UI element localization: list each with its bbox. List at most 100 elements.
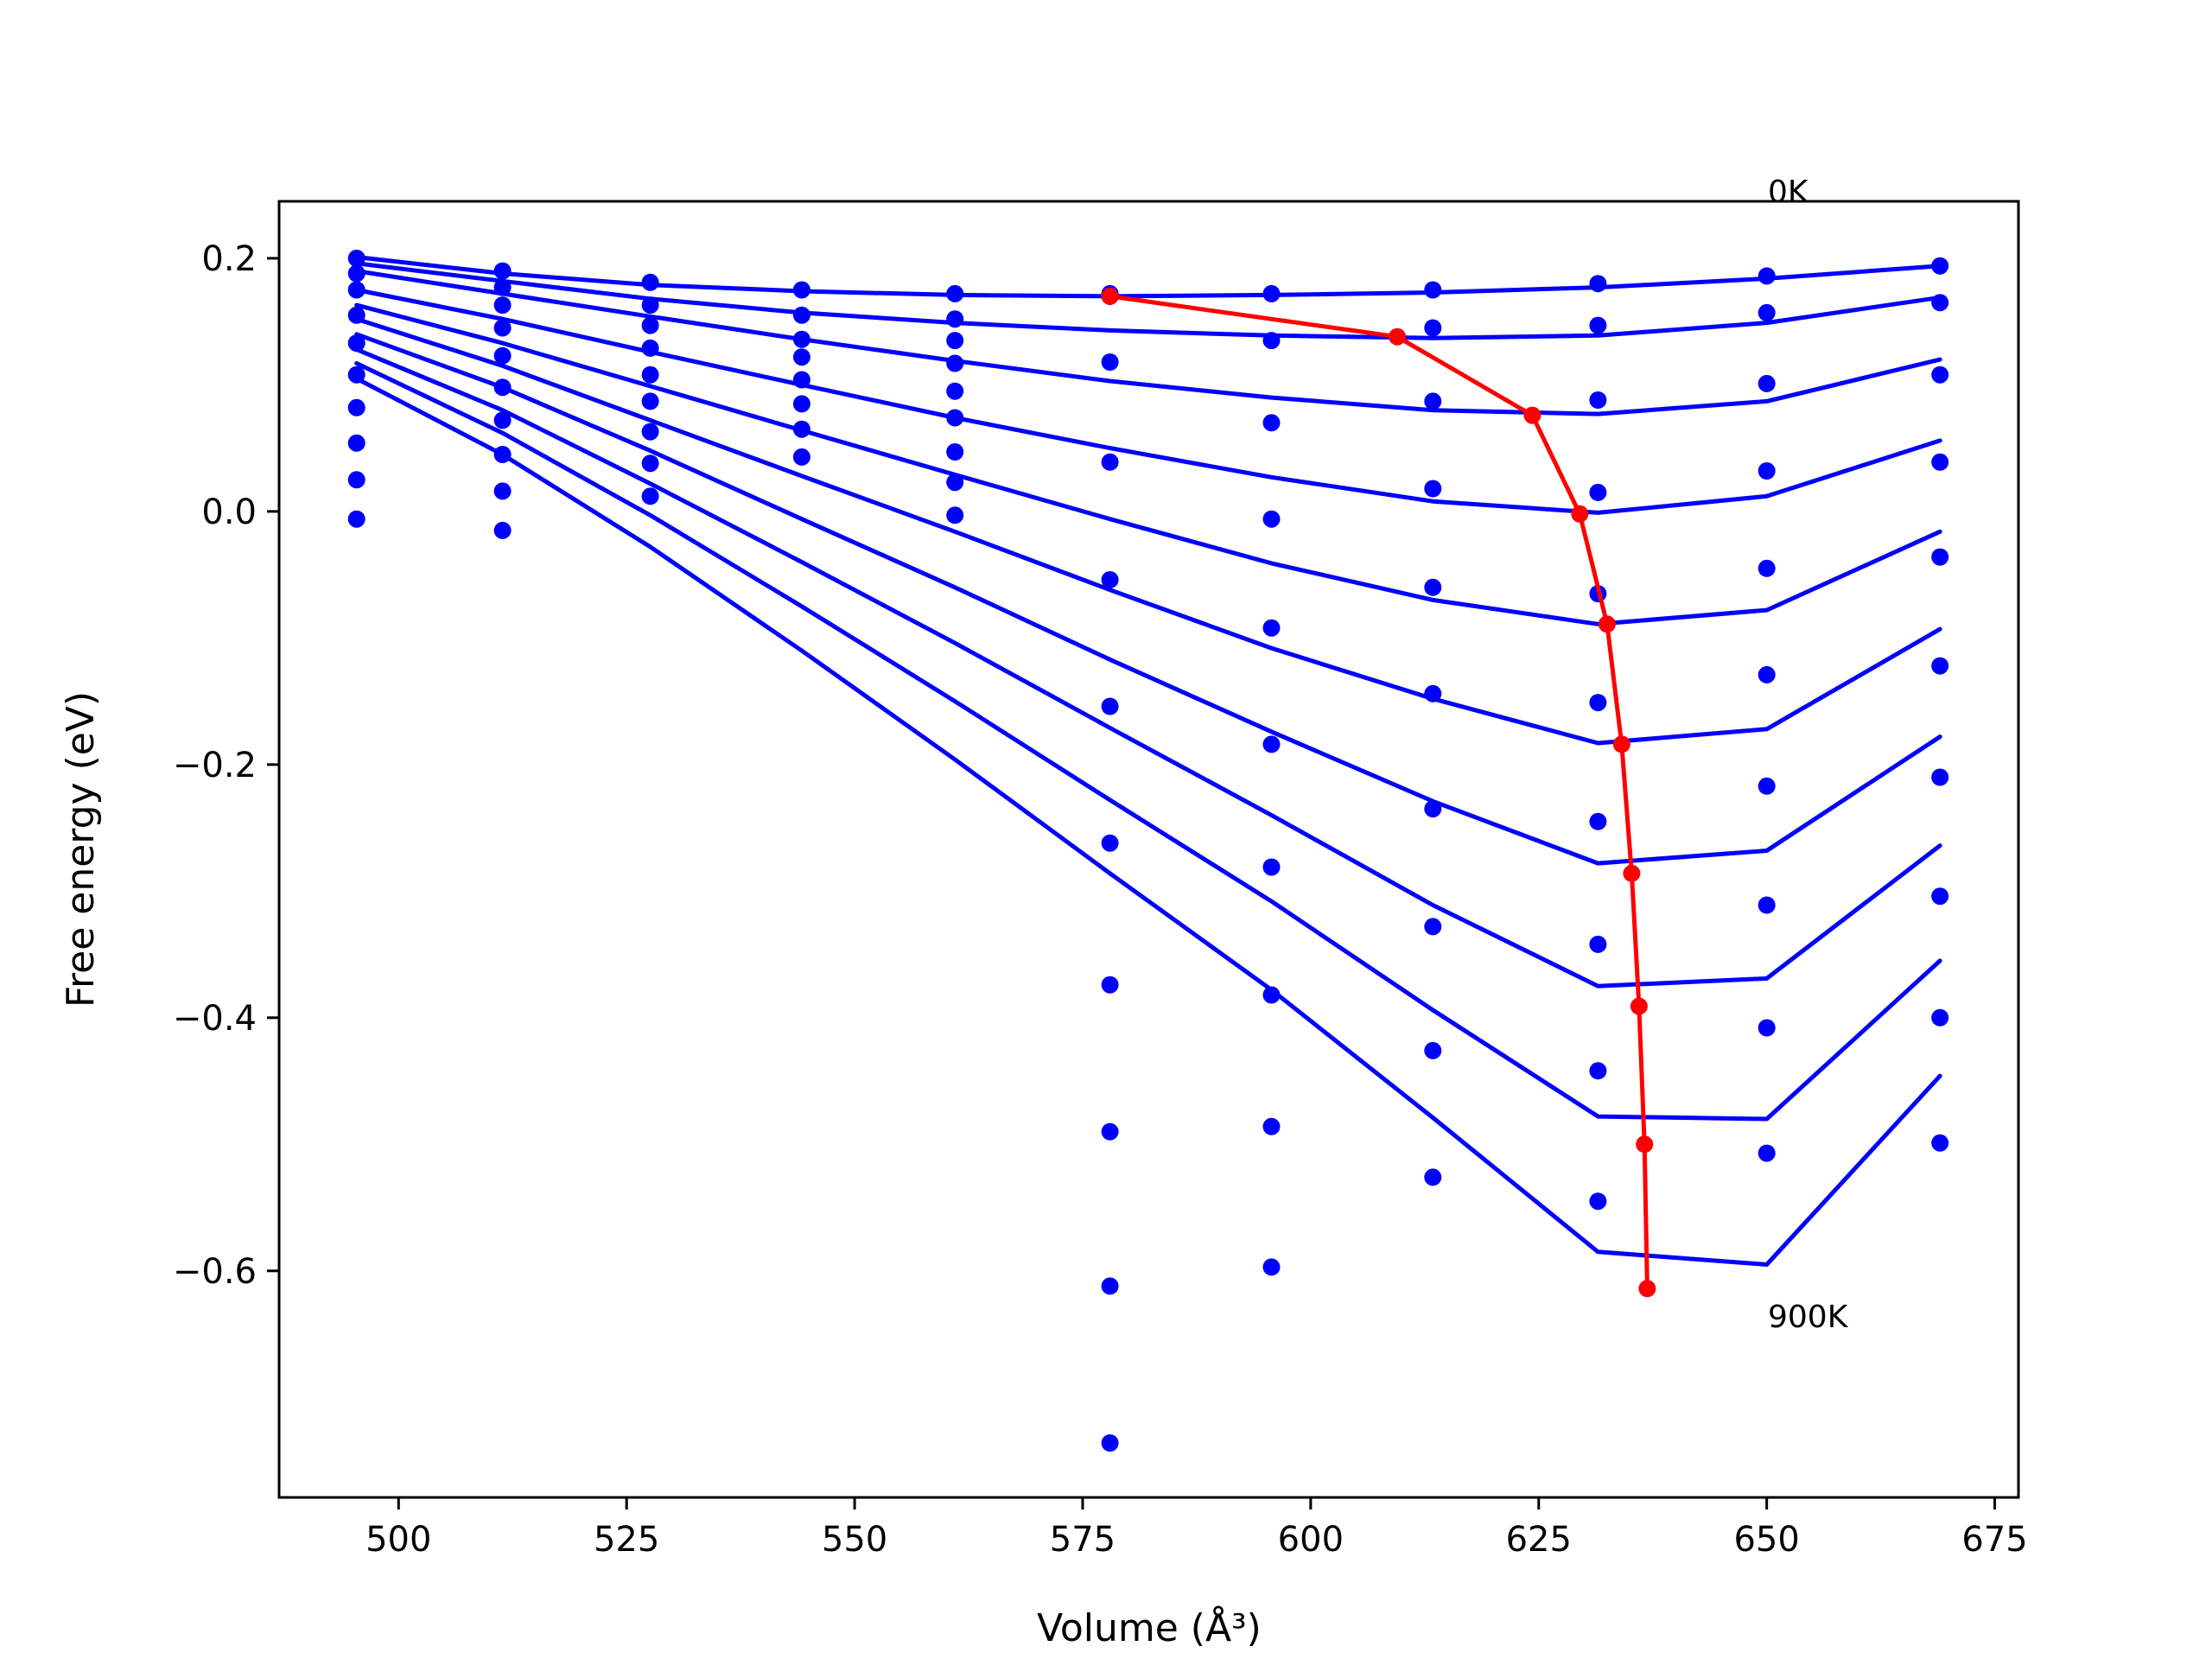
y-axis-label: Free energy (eV)	[59, 691, 103, 1007]
data-point-s5-1	[493, 378, 512, 397]
data-point-s8-7	[1424, 1041, 1442, 1059]
data-point-s3-8	[1589, 483, 1607, 501]
data-point-s3-2	[641, 339, 659, 357]
data-point-s4-5	[1101, 571, 1119, 588]
data-point-s5-5	[1101, 697, 1119, 715]
data-point-s1-9	[1758, 303, 1776, 321]
x-tick-label-1: 525	[594, 1520, 659, 1560]
data-point-s7-0	[347, 434, 365, 452]
x-tick-label-3: 575	[1050, 1520, 1116, 1560]
annotation-900k: 900K	[1768, 1300, 1849, 1335]
minimum-path-line	[1109, 294, 1649, 1289]
data-point-s3-5	[1101, 453, 1119, 471]
data-point-s7-7	[1424, 918, 1442, 936]
data-point-s4-4	[946, 382, 964, 400]
data-point-s2-3	[792, 330, 810, 348]
data-point-s0-0	[347, 249, 365, 267]
data-point-s2-1	[493, 296, 512, 315]
data-point-s3-4	[946, 354, 964, 372]
fit-curve-8	[354, 361, 1942, 1122]
minimum-path-point-4	[1598, 615, 1616, 633]
data-point-s9-9	[1758, 1144, 1776, 1162]
data-point-s3-7	[1424, 480, 1442, 498]
data-point-s9-0	[347, 510, 365, 528]
data-point-s5-8	[1589, 694, 1607, 712]
x-tick-label-0: 500	[365, 1520, 431, 1560]
data-point-s7-10	[1931, 887, 1949, 906]
data-point-s5-0	[347, 365, 365, 384]
data-point-s7-9	[1758, 896, 1776, 914]
y-tick-label-3: 0.0	[201, 493, 257, 532]
data-point-s2-9	[1758, 374, 1776, 392]
x-tick-label-4: 600	[1278, 1520, 1344, 1560]
data-point-s5-4	[946, 409, 964, 427]
data-point-s0-2	[641, 273, 659, 291]
data-point-s7-6	[1262, 986, 1281, 1004]
data-point-s5-6	[1262, 735, 1281, 753]
data-point-s2-4	[946, 332, 964, 350]
data-point-s9-8	[1589, 1192, 1607, 1211]
data-point-s6-7	[1424, 800, 1442, 818]
data-point-s8-10	[1931, 1008, 1949, 1027]
data-point-s3-0	[347, 306, 365, 324]
data-point-s3-10	[1931, 453, 1949, 471]
fit-curve-9	[354, 376, 1942, 1267]
data-point-s5-3	[792, 395, 810, 413]
y-tick-label-1: −0.4	[173, 999, 257, 1039]
fit-curve-2	[354, 269, 1942, 416]
data-point-s6-0	[347, 398, 365, 416]
fit-curve-5	[354, 316, 1942, 746]
axes-layer: 500 525 550 575 600 625 650 675 −0.6 −0.4 −0.2 0.0 0…	[173, 239, 2028, 1560]
data-point-s5-10	[1931, 657, 1949, 675]
data-point-s6-6	[1262, 858, 1281, 876]
data-point-s2-2	[641, 316, 659, 334]
data-point-s0-10	[1931, 257, 1949, 275]
data-point-s8-0	[347, 471, 365, 489]
data-point-s8-4	[946, 506, 964, 524]
minimum-path-point-8	[1636, 1135, 1654, 1154]
data-point-s0-6	[1262, 284, 1281, 302]
data-point-s1-1	[493, 278, 512, 296]
fit-curve-4	[354, 302, 1942, 626]
data-point-s8-1	[493, 482, 512, 500]
x-tick-label-7: 675	[1961, 1520, 2027, 1560]
minimum-path-point-1	[1389, 327, 1407, 346]
minimum-path-point-3	[1571, 505, 1589, 523]
data-point-s1-10	[1931, 294, 1949, 312]
data-point-s6-1	[493, 411, 512, 429]
minimum-path-point-9	[1638, 1280, 1656, 1298]
x-tick-label-5: 625	[1506, 1520, 1572, 1560]
data-point-s4-3	[792, 371, 810, 389]
x-tick-label-2: 550	[822, 1520, 887, 1560]
data-point-s7-4	[946, 474, 964, 492]
data-point-s7-3	[792, 448, 810, 466]
data-point-s2-5	[1101, 353, 1119, 371]
data-point-s1-6	[1262, 332, 1281, 350]
data-point-s7-5	[1101, 976, 1119, 994]
minimum-path-point-0	[1101, 287, 1119, 305]
data-point-s7-8	[1589, 935, 1607, 953]
data-point-s0-9	[1758, 267, 1776, 285]
data-point-s7-1	[493, 446, 512, 463]
data-point-s0-3	[792, 281, 810, 299]
data-point-s4-9	[1758, 559, 1776, 577]
data-point-s6-4	[946, 443, 964, 461]
annotation-0k: 0K	[1768, 175, 1809, 210]
fit-curve-7	[354, 346, 1942, 988]
data-point-s9-10	[1931, 1134, 1949, 1152]
y-tick-label-4: 0.2	[201, 239, 257, 279]
data-point-s9-7	[1424, 1168, 1442, 1186]
data-point-s0-4	[946, 284, 964, 302]
data-point-s9-6	[1262, 1258, 1281, 1276]
data-point-s1-7	[1424, 319, 1442, 337]
marks-layer	[347, 249, 1949, 1452]
data-point-s2-0	[347, 281, 365, 299]
y-tick-label-0: −0.6	[173, 1252, 257, 1292]
data-point-s3-9	[1758, 462, 1776, 480]
data-point-s5-9	[1758, 665, 1776, 683]
data-point-s4-6	[1262, 619, 1281, 637]
data-point-s6-9	[1758, 777, 1776, 795]
data-point-s9-1	[493, 521, 512, 539]
fit-curve-6	[354, 332, 1942, 866]
